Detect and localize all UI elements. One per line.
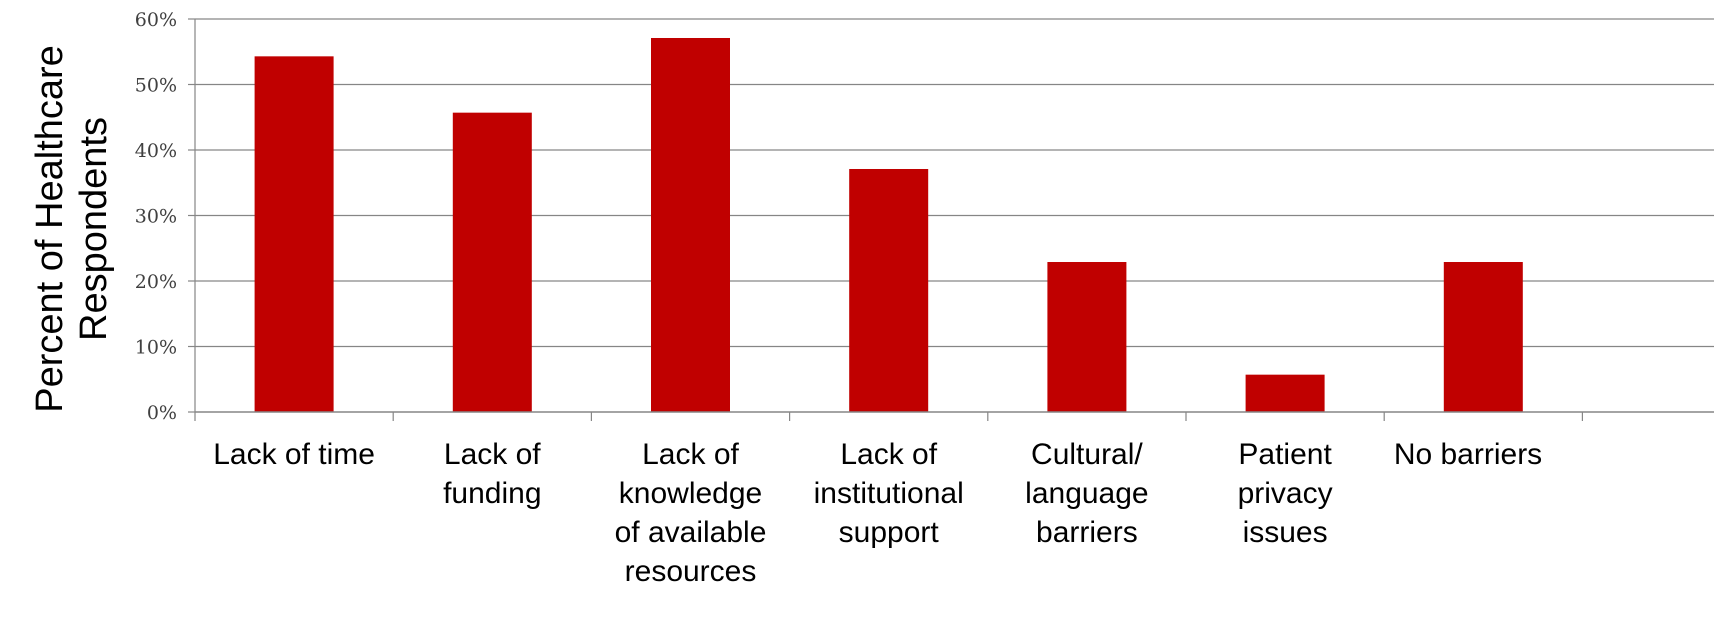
y-axis-title: Percent of HealthcareRespondents bbox=[29, 45, 115, 413]
y-tick-label: 0% bbox=[147, 402, 177, 424]
x-tick-label: Lack of knowledge of available resources bbox=[615, 438, 767, 588]
bar bbox=[651, 37, 730, 413]
bars bbox=[254, 37, 1523, 413]
x-tick-label: Patient privacy issues bbox=[1238, 438, 1333, 549]
y-tick-label: 20% bbox=[135, 271, 177, 293]
y-tick-label: 10% bbox=[135, 337, 177, 359]
bar bbox=[1443, 262, 1523, 412]
bar bbox=[254, 56, 334, 413]
x-tick-label: Lack of time bbox=[213, 438, 375, 471]
bar bbox=[452, 112, 532, 412]
gridlines bbox=[188, 18, 1714, 413]
y-tick-labels: 0% 10% 20% 30% 40% 50% 60% bbox=[135, 9, 177, 424]
y-tick-label: 40% bbox=[135, 140, 177, 162]
y-tick-label: 30% bbox=[135, 206, 177, 228]
category-labels: Lack of time Lack of funding Lack of knowled… bbox=[213, 438, 1542, 588]
bar bbox=[1245, 374, 1325, 412]
x-tick-label: No barriers bbox=[1394, 438, 1542, 471]
y-tick-label: 50% bbox=[135, 75, 177, 97]
x-tick-label: Cultural/language barriers bbox=[1025, 438, 1148, 549]
bar bbox=[1047, 262, 1127, 412]
x-tick-label: Lack of funding bbox=[443, 438, 541, 510]
y-tick-label: 60% bbox=[135, 9, 177, 31]
x-axis bbox=[194, 411, 1714, 421]
bar bbox=[849, 168, 929, 412]
x-tick-label: Lack of institutional support bbox=[814, 438, 964, 549]
